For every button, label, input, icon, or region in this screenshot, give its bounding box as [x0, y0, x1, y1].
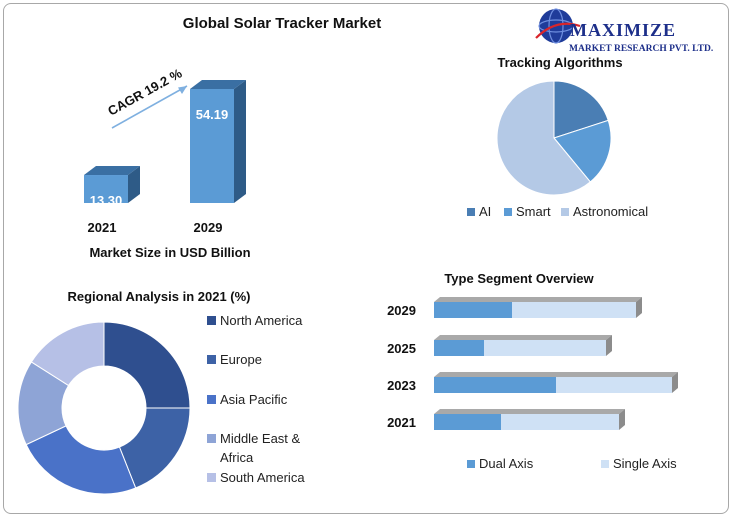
segment-bar-dual-2029 — [434, 302, 512, 318]
cagr-arrow — [111, 85, 188, 129]
infographic-frame: Global Solar Tracker Market 13.30 2021 54.… — [3, 3, 729, 514]
segment-legend-label-1: Single Axis — [613, 456, 677, 471]
segment-legend-swatch-1 — [601, 460, 609, 468]
regional-legend-swatch-3 — [207, 434, 216, 443]
regional-legend: North America Europe Asia Pacific Middle Ea… — [207, 313, 305, 485]
market-bar-top-2029 — [190, 80, 246, 89]
regional-donut-group — [17, 321, 191, 495]
algorithms-slice-0 — [553, 80, 609, 139]
market-bar-value-2021: 13.30 — [90, 193, 123, 208]
segment-bar-top-2029 — [434, 297, 642, 302]
algorithms-legend-swatch-1 — [504, 208, 512, 216]
regional-slice-0 — [103, 321, 191, 409]
regional-slice-2 — [25, 425, 137, 495]
segment-category-2029: 2029 — [387, 303, 416, 318]
regional-legend-swatch-1 — [207, 355, 216, 364]
regional-legend-swatch-0 — [207, 316, 216, 325]
company-logo: MAXIMIZE MARKET RESEARCH PVT. LTD. — [535, 8, 713, 54]
market-bar-top-2021 — [84, 166, 140, 176]
segment-bar-side-2023 — [672, 372, 678, 393]
segment-chart-title: Type Segment Overview — [444, 271, 594, 286]
cagr-label: CAGR 19.2 % — [105, 65, 185, 118]
segment-bar-top-2023 — [434, 372, 678, 377]
segment-category-2021: 2021 — [387, 415, 416, 430]
regional-legend-label-0-0: North America — [220, 313, 303, 328]
algorithms-legend-swatch-2 — [561, 208, 569, 216]
market-bar-side-2029 — [234, 80, 246, 203]
segment-legend: Dual Axis Single Axis — [467, 456, 677, 471]
segment-legend-label-0: Dual Axis — [479, 456, 534, 471]
algorithms-legend-swatch-0 — [467, 208, 475, 216]
segment-bar-group: 2029 2025 2023 2021 — [387, 297, 678, 430]
segment-bar-single-2025 — [484, 340, 606, 356]
regional-legend-label-3-1: Africa — [220, 450, 254, 465]
regional-legend-swatch-2 — [207, 395, 216, 404]
algorithms-legend-label-1: Smart — [516, 204, 551, 219]
market-bar-value-2029: 54.19 — [196, 107, 229, 122]
segment-bar-dual-2023 — [434, 377, 556, 393]
segment-bar-single-2023 — [556, 377, 672, 393]
cagr-arrowhead — [178, 86, 187, 94]
regional-legend-label-3-0: Middle East & — [220, 431, 301, 446]
regional-chart-title: Regional Analysis in 2021 (%) — [67, 289, 250, 304]
segment-bar-single-2029 — [512, 302, 636, 318]
algorithms-legend-label-0: AI — [479, 204, 491, 219]
segment-legend-swatch-0 — [467, 460, 475, 468]
market-category-2021: 2021 — [88, 220, 117, 235]
segment-bar-single-2021 — [501, 414, 619, 430]
market-category-2029: 2029 — [194, 220, 223, 235]
regional-legend-label-1-0: Europe — [220, 352, 262, 367]
segment-bar-side-2021 — [619, 409, 625, 430]
market-x-label: Market Size in USD Billion — [89, 245, 250, 260]
algorithms-legend-label-2: Astronomical — [573, 204, 648, 219]
algorithms-slice-2 — [496, 80, 592, 196]
infographic-canvas: Global Solar Tracker Market 13.30 2021 54.… — [17, 8, 713, 495]
algorithms-chart-title: Tracking Algorithms — [497, 55, 622, 70]
algorithms-pie-group — [496, 80, 612, 196]
algorithms-slice-1 — [553, 119, 612, 183]
logo-name: MAXIMIZE — [570, 20, 676, 40]
regional-slice-4 — [30, 321, 105, 387]
segment-bar-top-2025 — [434, 335, 612, 340]
market-bar-2029 — [190, 89, 234, 203]
segment-bar-dual-2021 — [434, 414, 501, 430]
segment-category-2025: 2025 — [387, 341, 416, 356]
regional-legend-swatch-4 — [207, 473, 216, 482]
regional-legend-label-4-0: South America — [220, 470, 305, 485]
market-chart-title: Global Solar Tracker Market — [183, 15, 381, 32]
market-bar-side-2021 — [128, 166, 140, 203]
segment-category-2023: 2023 — [387, 378, 416, 393]
segment-bar-dual-2025 — [434, 340, 484, 356]
logo-tagline: MARKET RESEARCH PVT. LTD. — [569, 44, 713, 54]
market-bar-2021 — [84, 175, 128, 203]
algorithms-legend: AI Smart Astronomical — [467, 204, 648, 219]
regional-legend-label-2-0: Asia Pacific — [220, 392, 288, 407]
market-bar-group: 13.30 2021 54.19 2029 — [84, 80, 246, 235]
segment-bar-side-2025 — [606, 335, 612, 356]
segment-bar-side-2029 — [636, 297, 642, 318]
segment-bar-top-2021 — [434, 409, 625, 414]
